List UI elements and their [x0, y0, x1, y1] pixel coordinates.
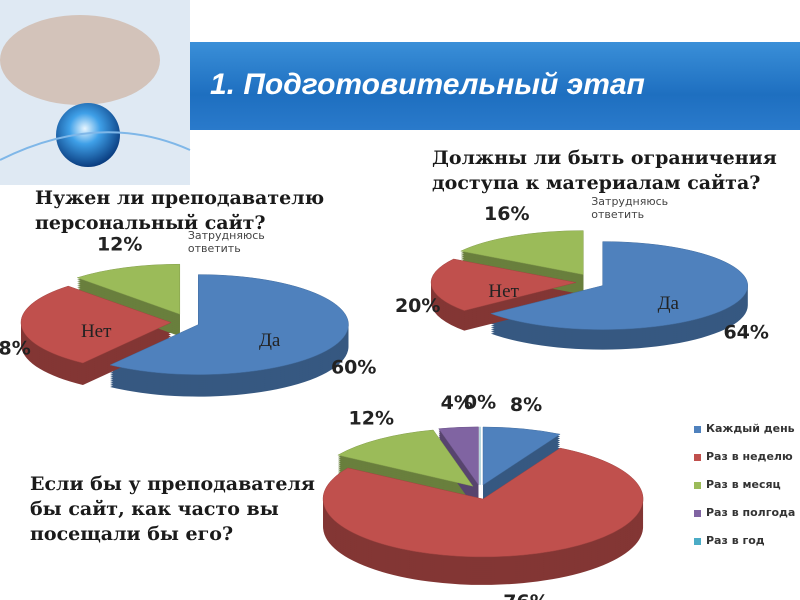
pie-slice: [109, 274, 349, 375]
pie-slice: [460, 230, 584, 275]
pie-slice: [430, 258, 577, 311]
category-label: Нет: [488, 281, 519, 303]
legend-swatch: [694, 510, 701, 517]
value-label: 60%: [331, 357, 376, 379]
value-label: 64%: [723, 321, 768, 343]
value-label: 16%: [484, 203, 529, 225]
value-label: 28%: [0, 337, 31, 359]
pie-slice: [482, 426, 561, 486]
value-label: 76%: [503, 591, 548, 600]
header-bar: 1. Подготовительный этап: [190, 42, 800, 130]
hand: [0, 15, 160, 105]
category-label: Затрудняюсь ответить: [187, 229, 265, 255]
legend-swatch: [694, 538, 701, 545]
category-label: Затрудняюсь ответить: [591, 195, 669, 221]
category-label: Нет: [80, 321, 112, 343]
pie-slice: [490, 241, 748, 330]
legend-swatch: [694, 426, 701, 433]
chart-title: Нужен ли преподавателю персональный сайт…: [35, 187, 325, 234]
pie-slice: [20, 285, 172, 364]
legend-label: Раз в неделю: [706, 450, 793, 463]
legend-label: Раз в полгода: [706, 506, 796, 519]
legend-label: Раз в месяц: [706, 478, 781, 491]
header-title: 1. Подготовительный этап: [210, 68, 645, 101]
pie-slice: [337, 429, 474, 487]
chart-title: Если бы у преподавателя бы сайт, как час…: [30, 473, 315, 545]
category-label: Да: [657, 292, 679, 314]
legend-swatch: [694, 482, 701, 489]
value-label: 4%: [441, 392, 473, 414]
category-label: Да: [258, 330, 281, 352]
globe: [56, 103, 120, 167]
pie-slice: [322, 447, 644, 558]
legend-swatch: [694, 454, 701, 461]
value-label: 12%: [97, 234, 142, 256]
value-label: 12%: [349, 408, 394, 430]
pie-slice: [76, 263, 181, 315]
value-label: 20%: [395, 295, 440, 317]
pie-slice: [438, 426, 479, 486]
legend-label: Раз в год: [706, 534, 765, 547]
legend-label: Каждый день: [706, 422, 795, 435]
decor-arc: [0, 131, 191, 161]
value-label: 0%: [464, 391, 496, 413]
value-label: 8%: [510, 394, 542, 416]
chart-title: Должны ли быть ограничения доступа к мат…: [432, 147, 777, 194]
